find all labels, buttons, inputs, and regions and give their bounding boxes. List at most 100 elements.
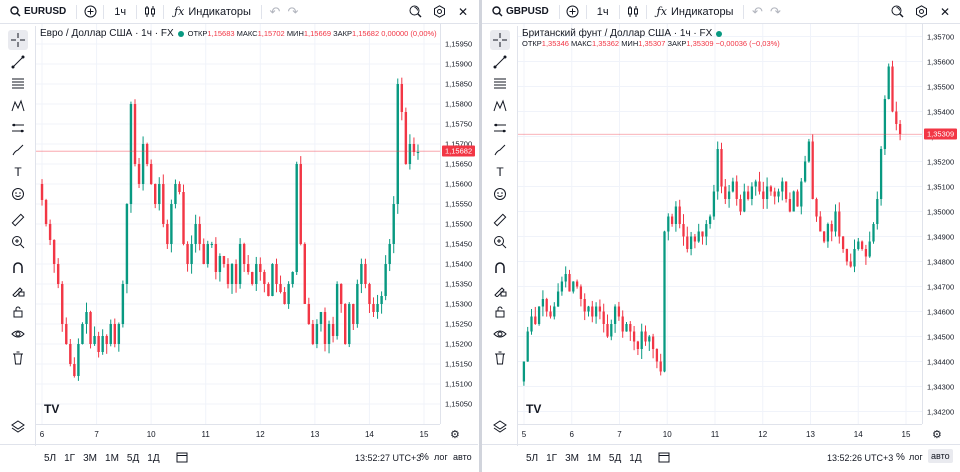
toolbar-divider	[618, 4, 620, 19]
range-3m[interactable]: 3М	[83, 453, 98, 464]
pattern-icon[interactable]	[8, 96, 28, 116]
candle-body	[541, 299, 545, 307]
candle-body	[222, 256, 226, 264]
chart-canvas[interactable]: Евро / Доллар США · 1ч · FX ОТКР1,15683 …	[36, 24, 440, 424]
text-icon[interactable]: T	[496, 165, 504, 179]
emoji-icon[interactable]	[490, 184, 510, 204]
log-toggle[interactable]: лог	[434, 452, 448, 462]
range-5d[interactable]: 5Д	[608, 453, 622, 464]
eye-icon[interactable]	[8, 324, 28, 344]
candles-icon[interactable]	[141, 3, 159, 21]
settings-icon[interactable]	[430, 3, 448, 21]
compare-plus-icon[interactable]	[81, 3, 99, 21]
measure-icon[interactable]	[8, 118, 28, 138]
auto-toggle[interactable]: авто	[453, 452, 472, 462]
symbol-search[interactable]: EURUSD	[0, 0, 72, 24]
calendar-range-icon[interactable]	[654, 451, 674, 466]
range-1d[interactable]: 1Д	[629, 453, 642, 464]
close-icon[interactable]: ✕	[939, 4, 951, 19]
range-1y[interactable]: 1Г	[546, 453, 558, 464]
utc-clock[interactable]: 13:52:27 UTC+3	[355, 453, 422, 463]
undo-icon[interactable]: ↶	[752, 3, 763, 19]
axis-gear-icon[interactable]: ⚙	[932, 429, 942, 441]
auto-toggle[interactable]: авто	[928, 449, 953, 463]
candle-body	[788, 199, 792, 212]
log-toggle[interactable]: лог	[909, 452, 923, 462]
candle-body	[364, 264, 367, 284]
lock-draw-icon[interactable]	[490, 280, 510, 300]
ruler-icon[interactable]	[490, 210, 510, 230]
tradingview-logo[interactable]: TV	[44, 402, 60, 416]
text-icon[interactable]: T	[14, 165, 22, 179]
candle-body	[234, 264, 238, 284]
lock-draw-icon[interactable]	[8, 280, 28, 300]
range-1y[interactable]: 1Г	[64, 453, 76, 464]
fib-icon[interactable]	[490, 74, 510, 94]
candle-body	[898, 124, 902, 134]
tradingview-logo[interactable]: TV	[526, 402, 542, 416]
price-axis[interactable]: 1,357001,356001,355001,354001,353001,352…	[922, 24, 960, 424]
axis-gear-icon[interactable]: ⚙	[450, 429, 460, 441]
price-axis[interactable]: 1,15950 1,15900 1,15850 1,15800 1,15750 1,157…	[440, 24, 478, 424]
brush-icon[interactable]	[490, 140, 510, 160]
chart-panel-eurusd[interactable]: EURUSD 1ч ƒx Индикаторы ↶ ↷	[0, 0, 478, 472]
low-label: МИН	[286, 29, 304, 38]
compare-plus-icon[interactable]	[564, 3, 582, 21]
close-icon[interactable]: ✕	[457, 4, 469, 19]
price-tick-label: 1,15300	[445, 299, 473, 309]
crosshair-icon[interactable]	[8, 30, 28, 50]
trash-icon[interactable]	[490, 348, 510, 368]
undo-icon[interactable]: ↶	[269, 3, 281, 19]
percent-toggle[interactable]: %	[896, 452, 905, 463]
lock-icon[interactable]	[8, 302, 28, 322]
time-axis[interactable]: ⚙ 5 6 7 10 11 12 13 14 15	[518, 424, 942, 444]
indicators-button[interactable]: ƒx Индикаторы	[168, 0, 257, 24]
trash-icon[interactable]	[8, 348, 28, 368]
settings-icon[interactable]	[912, 3, 930, 21]
range-1m[interactable]: 1М	[587, 453, 601, 464]
snapshot-icon[interactable]	[888, 3, 906, 21]
redo-icon[interactable]: ↷	[770, 3, 781, 19]
trendline-icon[interactable]	[490, 52, 510, 72]
range-1d[interactable]: 1Д	[147, 453, 160, 464]
range-5y[interactable]: 5Л	[526, 453, 539, 464]
crosshair-icon[interactable]	[490, 30, 510, 50]
percent-toggle[interactable]: %	[420, 452, 429, 463]
zoom-icon[interactable]	[8, 232, 28, 252]
indicators-button[interactable]: ƒx Индикаторы	[651, 0, 740, 24]
magnet-icon[interactable]	[490, 258, 510, 278]
range-5y[interactable]: 5Л	[44, 453, 57, 464]
trendline-icon[interactable]	[8, 52, 28, 72]
utc-clock[interactable]: 13:52:26 UTC+3	[827, 453, 894, 463]
snapshot-icon[interactable]	[406, 3, 424, 21]
candles-icon[interactable]	[624, 3, 642, 21]
time-axis[interactable]: ⚙ 6 7 10 11 12 13 14 15	[36, 424, 460, 444]
redo-icon[interactable]: ↷	[287, 3, 299, 19]
lock-icon[interactable]	[490, 302, 510, 322]
range-5d[interactable]: 5Д	[126, 453, 140, 464]
candlestick-chart[interactable]	[518, 24, 922, 424]
pattern-icon[interactable]	[490, 96, 510, 116]
candle-body	[617, 306, 621, 317]
magnet-icon[interactable]	[8, 258, 28, 278]
range-1m[interactable]: 1М	[105, 453, 119, 464]
zoom-icon[interactable]	[490, 232, 510, 252]
interval-button[interactable]: 1ч	[114, 5, 127, 18]
eye-icon[interactable]	[490, 324, 510, 344]
layers-icon[interactable]	[490, 416, 510, 436]
chart-canvas[interactable]: Британский фунт / Доллар США · 1ч · FX О…	[518, 24, 922, 424]
interval-button[interactable]: 1ч	[596, 5, 609, 18]
measure-icon[interactable]	[490, 118, 510, 138]
ruler-icon[interactable]	[8, 210, 28, 230]
range-3m[interactable]: 3М	[565, 453, 580, 464]
layers-icon[interactable]	[8, 416, 28, 436]
candlestick-chart[interactable]	[36, 24, 440, 424]
emoji-icon[interactable]	[8, 184, 28, 204]
symbol-search[interactable]: GBPUSD	[482, 0, 555, 24]
calendar-range-icon[interactable]	[172, 451, 192, 466]
change-value: −0,00036 (−0,03%)	[715, 39, 780, 48]
fib-icon[interactable]	[8, 74, 28, 94]
candle-body	[689, 236, 693, 249]
brush-icon[interactable]	[8, 140, 28, 160]
chart-panel-gbpusd[interactable]: GBPUSD 1ч ƒx Индикаторы ↶ ↷	[482, 0, 960, 472]
